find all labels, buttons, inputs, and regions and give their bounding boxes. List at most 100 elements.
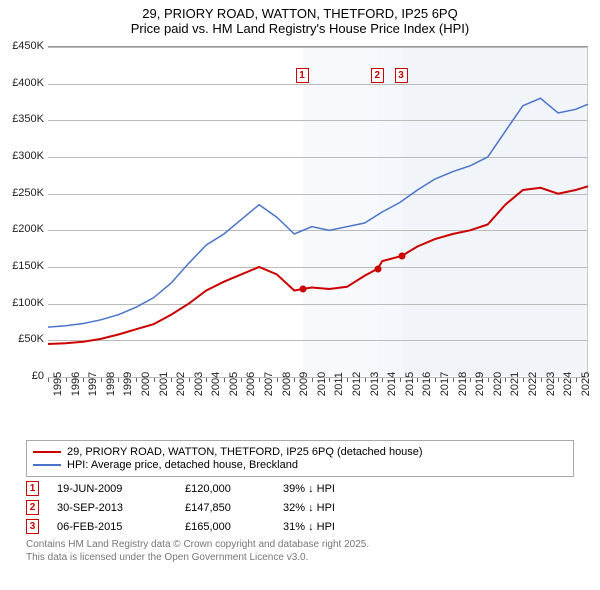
x-tick bbox=[470, 378, 471, 382]
chart-title: 29, PRIORY ROAD, WATTON, THETFORD, IP25 … bbox=[0, 0, 600, 38]
x-tick bbox=[277, 378, 278, 382]
x-axis-label: 2016 bbox=[421, 372, 433, 396]
x-axis-label: 2019 bbox=[474, 372, 486, 396]
x-axis-label: 1999 bbox=[122, 372, 134, 396]
sales-row: 1 19-JUN-2009 £120,000 39% ↓ HPI bbox=[26, 481, 574, 496]
x-tick bbox=[453, 378, 454, 382]
x-axis-label: 2013 bbox=[369, 372, 381, 396]
x-tick bbox=[505, 378, 506, 382]
x-axis-label: 2020 bbox=[492, 372, 504, 396]
sales-price: £147,850 bbox=[185, 502, 265, 514]
y-axis-label: £200K bbox=[12, 223, 44, 235]
x-axis-label: 2009 bbox=[298, 372, 310, 396]
footer: Contains HM Land Registry data © Crown c… bbox=[26, 538, 574, 564]
x-tick bbox=[118, 378, 119, 382]
series-hpi bbox=[48, 98, 588, 327]
x-tick bbox=[523, 378, 524, 382]
x-axis-label: 1995 bbox=[52, 372, 64, 396]
legend-label: HPI: Average price, detached house, Brec… bbox=[67, 459, 298, 471]
y-axis-label: £250K bbox=[12, 187, 44, 199]
x-axis-label: 2001 bbox=[158, 372, 170, 396]
x-axis-label: 2008 bbox=[281, 372, 293, 396]
sales-date: 19-JUN-2009 bbox=[57, 483, 167, 495]
x-tick bbox=[66, 378, 67, 382]
x-axis-label: 2022 bbox=[527, 372, 539, 396]
sale-marker-dot bbox=[398, 253, 405, 260]
x-tick bbox=[365, 378, 366, 382]
legend-item: HPI: Average price, detached house, Brec… bbox=[33, 459, 567, 471]
sales-marker: 3 bbox=[26, 519, 39, 534]
x-axis-label: 2003 bbox=[193, 372, 205, 396]
sales-hpi: 31% ↓ HPI bbox=[283, 521, 373, 533]
sale-marker-box: 1 bbox=[296, 68, 309, 83]
sale-marker-box: 2 bbox=[371, 68, 384, 83]
x-tick bbox=[189, 378, 190, 382]
x-axis-label: 2017 bbox=[439, 372, 451, 396]
footer-line2: This data is licensed under the Open Gov… bbox=[26, 551, 574, 564]
x-tick bbox=[417, 378, 418, 382]
y-axis-label: £350K bbox=[12, 113, 44, 125]
title-subtitle: Price paid vs. HM Land Registry's House … bbox=[0, 21, 600, 36]
x-axis-label: 1996 bbox=[70, 372, 82, 396]
sales-hpi: 39% ↓ HPI bbox=[283, 483, 373, 495]
legend-item: 29, PRIORY ROAD, WATTON, THETFORD, IP25 … bbox=[33, 446, 567, 458]
x-axis-label: 2005 bbox=[228, 372, 240, 396]
x-tick bbox=[558, 378, 559, 382]
sales-marker: 2 bbox=[26, 500, 39, 515]
x-axis-label: 2015 bbox=[404, 372, 416, 396]
x-axis-label: 2010 bbox=[316, 372, 328, 396]
x-axis-label: 2014 bbox=[386, 372, 398, 396]
x-axis-label: 2000 bbox=[140, 372, 152, 396]
sales-row: 3 06-FEB-2015 £165,000 31% ↓ HPI bbox=[26, 519, 574, 534]
x-tick bbox=[488, 378, 489, 382]
sale-marker-dot bbox=[299, 286, 306, 293]
series-property bbox=[48, 186, 588, 344]
sale-marker-box: 3 bbox=[395, 68, 408, 83]
legend-swatch bbox=[33, 464, 61, 466]
x-tick bbox=[171, 378, 172, 382]
x-axis-label: 2025 bbox=[580, 372, 592, 396]
sales-table: 1 19-JUN-2009 £120,000 39% ↓ HPI 2 30-SEP-201… bbox=[26, 481, 574, 534]
sales-row: 230-SEP-2013£147,85032% ↓ HPI bbox=[26, 500, 574, 515]
sale-marker-dot bbox=[374, 265, 381, 272]
sales-date: 06-FEB-2015 bbox=[57, 521, 167, 533]
x-tick bbox=[435, 378, 436, 382]
x-tick bbox=[400, 378, 401, 382]
y-axis-label: £0 bbox=[32, 370, 44, 382]
x-axis-label: 1997 bbox=[87, 372, 99, 396]
x-tick bbox=[294, 378, 295, 382]
x-tick bbox=[206, 378, 207, 382]
x-axis-label: 2024 bbox=[562, 372, 574, 396]
x-axis-label: 2004 bbox=[210, 372, 222, 396]
x-axis-label: 2006 bbox=[245, 372, 257, 396]
x-axis-label: 2002 bbox=[175, 372, 187, 396]
x-axis-label: 2011 bbox=[333, 372, 345, 396]
legend: 29, PRIORY ROAD, WATTON, THETFORD, IP25 … bbox=[26, 440, 574, 477]
x-tick bbox=[241, 378, 242, 382]
sales-price: £120,000 bbox=[185, 483, 265, 495]
x-axis-label: 2018 bbox=[457, 372, 469, 396]
legend-label: 29, PRIORY ROAD, WATTON, THETFORD, IP25 … bbox=[67, 446, 423, 458]
x-axis-label: 2021 bbox=[509, 372, 521, 396]
sales-price: £165,000 bbox=[185, 521, 265, 533]
y-axis-label: £50K bbox=[18, 333, 44, 345]
x-tick bbox=[224, 378, 225, 382]
x-tick bbox=[329, 378, 330, 382]
x-tick bbox=[83, 378, 84, 382]
x-tick bbox=[48, 378, 49, 382]
sales-date: 30-SEP-2013 bbox=[57, 502, 167, 514]
footer-line1: Contains HM Land Registry data © Crown c… bbox=[26, 538, 574, 551]
x-tick bbox=[576, 378, 577, 382]
y-axis-label: £400K bbox=[12, 77, 44, 89]
sales-marker: 1 bbox=[26, 481, 39, 496]
x-tick bbox=[101, 378, 102, 382]
y-axis-label: £450K bbox=[12, 40, 44, 52]
plot-region: 1 23 bbox=[48, 46, 588, 376]
x-tick bbox=[382, 378, 383, 382]
x-tick bbox=[347, 378, 348, 382]
y-axis-label: £300K bbox=[12, 150, 44, 162]
x-tick bbox=[312, 378, 313, 382]
y-axis-label: £100K bbox=[12, 297, 44, 309]
x-axis-label: 2023 bbox=[545, 372, 557, 396]
x-axis-label: 2007 bbox=[263, 372, 275, 396]
